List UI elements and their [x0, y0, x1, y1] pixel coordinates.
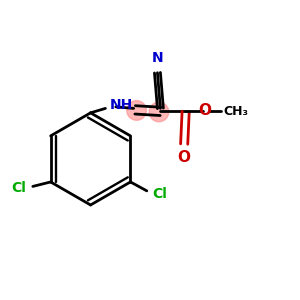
- Text: O: O: [199, 103, 212, 118]
- Circle shape: [127, 101, 146, 120]
- Circle shape: [149, 102, 169, 122]
- Text: NH: NH: [110, 98, 133, 112]
- Text: Cl: Cl: [11, 181, 26, 195]
- Text: O: O: [178, 150, 191, 165]
- Text: N: N: [152, 51, 163, 65]
- Text: Cl: Cl: [153, 187, 168, 201]
- Text: CH₃: CH₃: [224, 105, 248, 118]
